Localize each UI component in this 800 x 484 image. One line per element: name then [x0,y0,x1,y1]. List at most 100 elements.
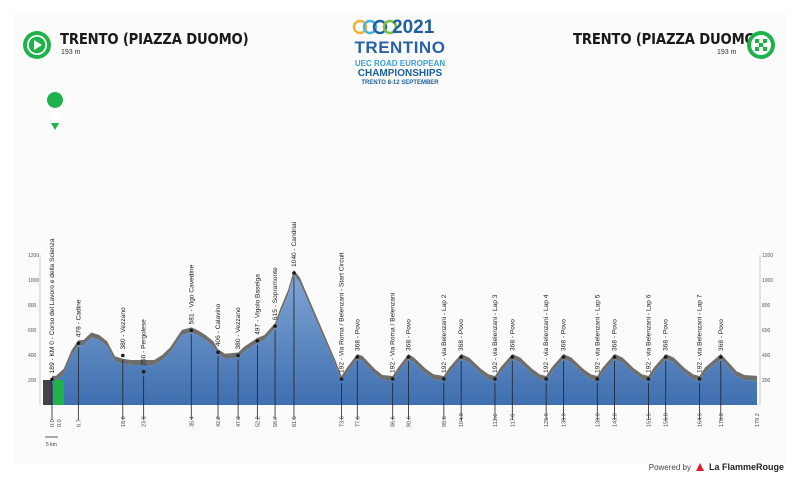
waypoint-dot [719,355,723,359]
event-title-line1: UEC ROAD EUROPEAN [354,59,446,68]
start-city: TRENTO (PIAZZA DUOMO) [60,30,249,48]
waypoint-label: 368 - Povo [718,319,725,351]
waypoint-dot [273,324,277,328]
waypoint-label: 192 - via Belenzani - Lap 2 [441,294,448,373]
finish-flag-icon [747,31,775,59]
waypoint-label: 478 - Cadine [75,299,82,337]
km-label: 112.6 [493,414,499,427]
waypoint-dot [189,328,194,333]
waypoint-label: 192 - Via Roma / Belenzani - Start Circu… [339,252,346,373]
waypoint-label: 615 - Sopramonte [272,267,279,320]
waypoint-dot [121,353,125,358]
waypoint-label: 581 - Vigo Cavedine [188,264,195,324]
y-tick-left: 1200 [28,253,39,259]
waypoint-dot [76,341,81,346]
waypoint-label: 406 - Calavino [215,303,222,346]
start-zone [53,380,64,405]
waypoint-label: 368 - Povo [612,319,619,351]
km-label: 143.0 [613,413,619,427]
event-year: 2021 [392,17,435,38]
event-title-line3: TRENTO 8-12 SEPTEMBER [361,80,439,86]
waypoint-label: 380 - Vezzano [235,307,242,349]
waypoint-dot [390,377,395,381]
waypoint-dot [355,355,360,359]
terrain-area [52,275,757,405]
waypoint-label: 368 - Povo [458,319,465,351]
start-play-icon [23,31,51,59]
km-label: 117.0 [510,414,516,427]
km-label: 86.6 [391,416,397,427]
km-label: 61.5 [292,416,298,427]
waypoint-label: 192 - via Belenzani - Lap 6 [645,294,652,373]
y-tick-left: 600 [28,328,37,334]
km-label: 130.0 [561,413,567,427]
waypoint-label: 192 - via Belenzani - Lap 7 [697,294,704,373]
y-tick-left: 400 [28,353,37,359]
waypoint-label: 1040 - Candriai [291,221,298,267]
km-label: 0.0 [50,419,56,427]
y-tick-right: 1000 [762,278,773,284]
y-tick-right: 200 [762,378,771,384]
waypoint-dot [236,353,240,358]
km-label: 6.7 [76,419,82,427]
waypoint-dot [561,355,566,359]
waypoint-label: 368 - Povo [509,319,516,351]
start-pin-icon [47,92,64,130]
km-label: 42.2 [216,416,222,427]
event-logo-rings [352,19,398,35]
waypoint-label: 380 - Vezzano [120,307,127,349]
km-label: 18.0 [121,416,127,427]
y-tick-left: 1000 [28,278,39,284]
waypoint-dot [292,271,296,275]
waypoint-label: 192 - Via Roma / Belenzani [390,292,397,373]
km-label: 164.6 [698,413,704,427]
waypoint-dot [612,355,617,359]
km-label: 125.6 [544,413,550,427]
km-label: 47.3 [236,416,242,427]
waypoint-dot [697,377,702,381]
y-tick-left: 200 [28,378,37,384]
km-label: 73.6 [340,416,346,427]
waypoint-dot [406,355,411,359]
km-label: 138.6 [595,413,601,427]
km-label: 104.0 [459,413,465,427]
start-base [43,380,52,405]
waypoint-label: 368 - Povo [354,319,361,351]
waypoint-dot [595,377,600,381]
waypoint-dot [216,350,220,355]
km-label: 0.0 [57,419,63,427]
y-tick-right: 400 [762,353,771,359]
waypoint-dot [255,339,260,343]
brand-label: La FlammeRouge [708,462,784,472]
finish-city: TRENTO (PIAZZA DUOMO) [573,30,762,48]
waypoint-label: 368 - Povo [405,319,412,351]
start-altitude: 193 m [61,49,81,56]
waypoint-dot [339,377,344,381]
waypoint-label: 192 - via Belenzani - Lap 3 [492,294,499,373]
km-label: 170.0 [719,413,725,427]
km-label: 90.6 [406,416,412,427]
km-label: 56.7 [273,416,279,427]
km-label: 77.6 [355,416,361,427]
waypoint-dot [50,377,54,382]
km-label: 156.0 [664,413,670,427]
waypoint-dot [459,355,463,359]
road-band [52,270,757,381]
waypoint-label: 250 - Pergolese [141,319,148,366]
flamme-rouge-icon [695,463,704,471]
km-label: 23.3 [142,416,148,427]
km-label: 179.2 [755,413,761,427]
km-label: 151.6 [646,413,652,427]
y-tick-left: 800 [28,303,37,309]
scale-label: 5 km [46,442,57,448]
waypoint-dot [663,355,668,359]
waypoint-dot [646,377,651,381]
waypoint-label: 189 - KM 0 - Corso del Lavoro e della Sc… [49,238,56,373]
finish-altitude: 193 m [717,49,737,56]
event-region: TRENTINO [354,38,446,57]
powered-by-label: Powered by [648,462,691,472]
credit: Powered by La FlammeRouge [649,462,784,472]
waypoint-dot [544,377,548,381]
y-tick-right: 600 [762,328,771,334]
y-tick-right: 1200 [762,253,773,259]
